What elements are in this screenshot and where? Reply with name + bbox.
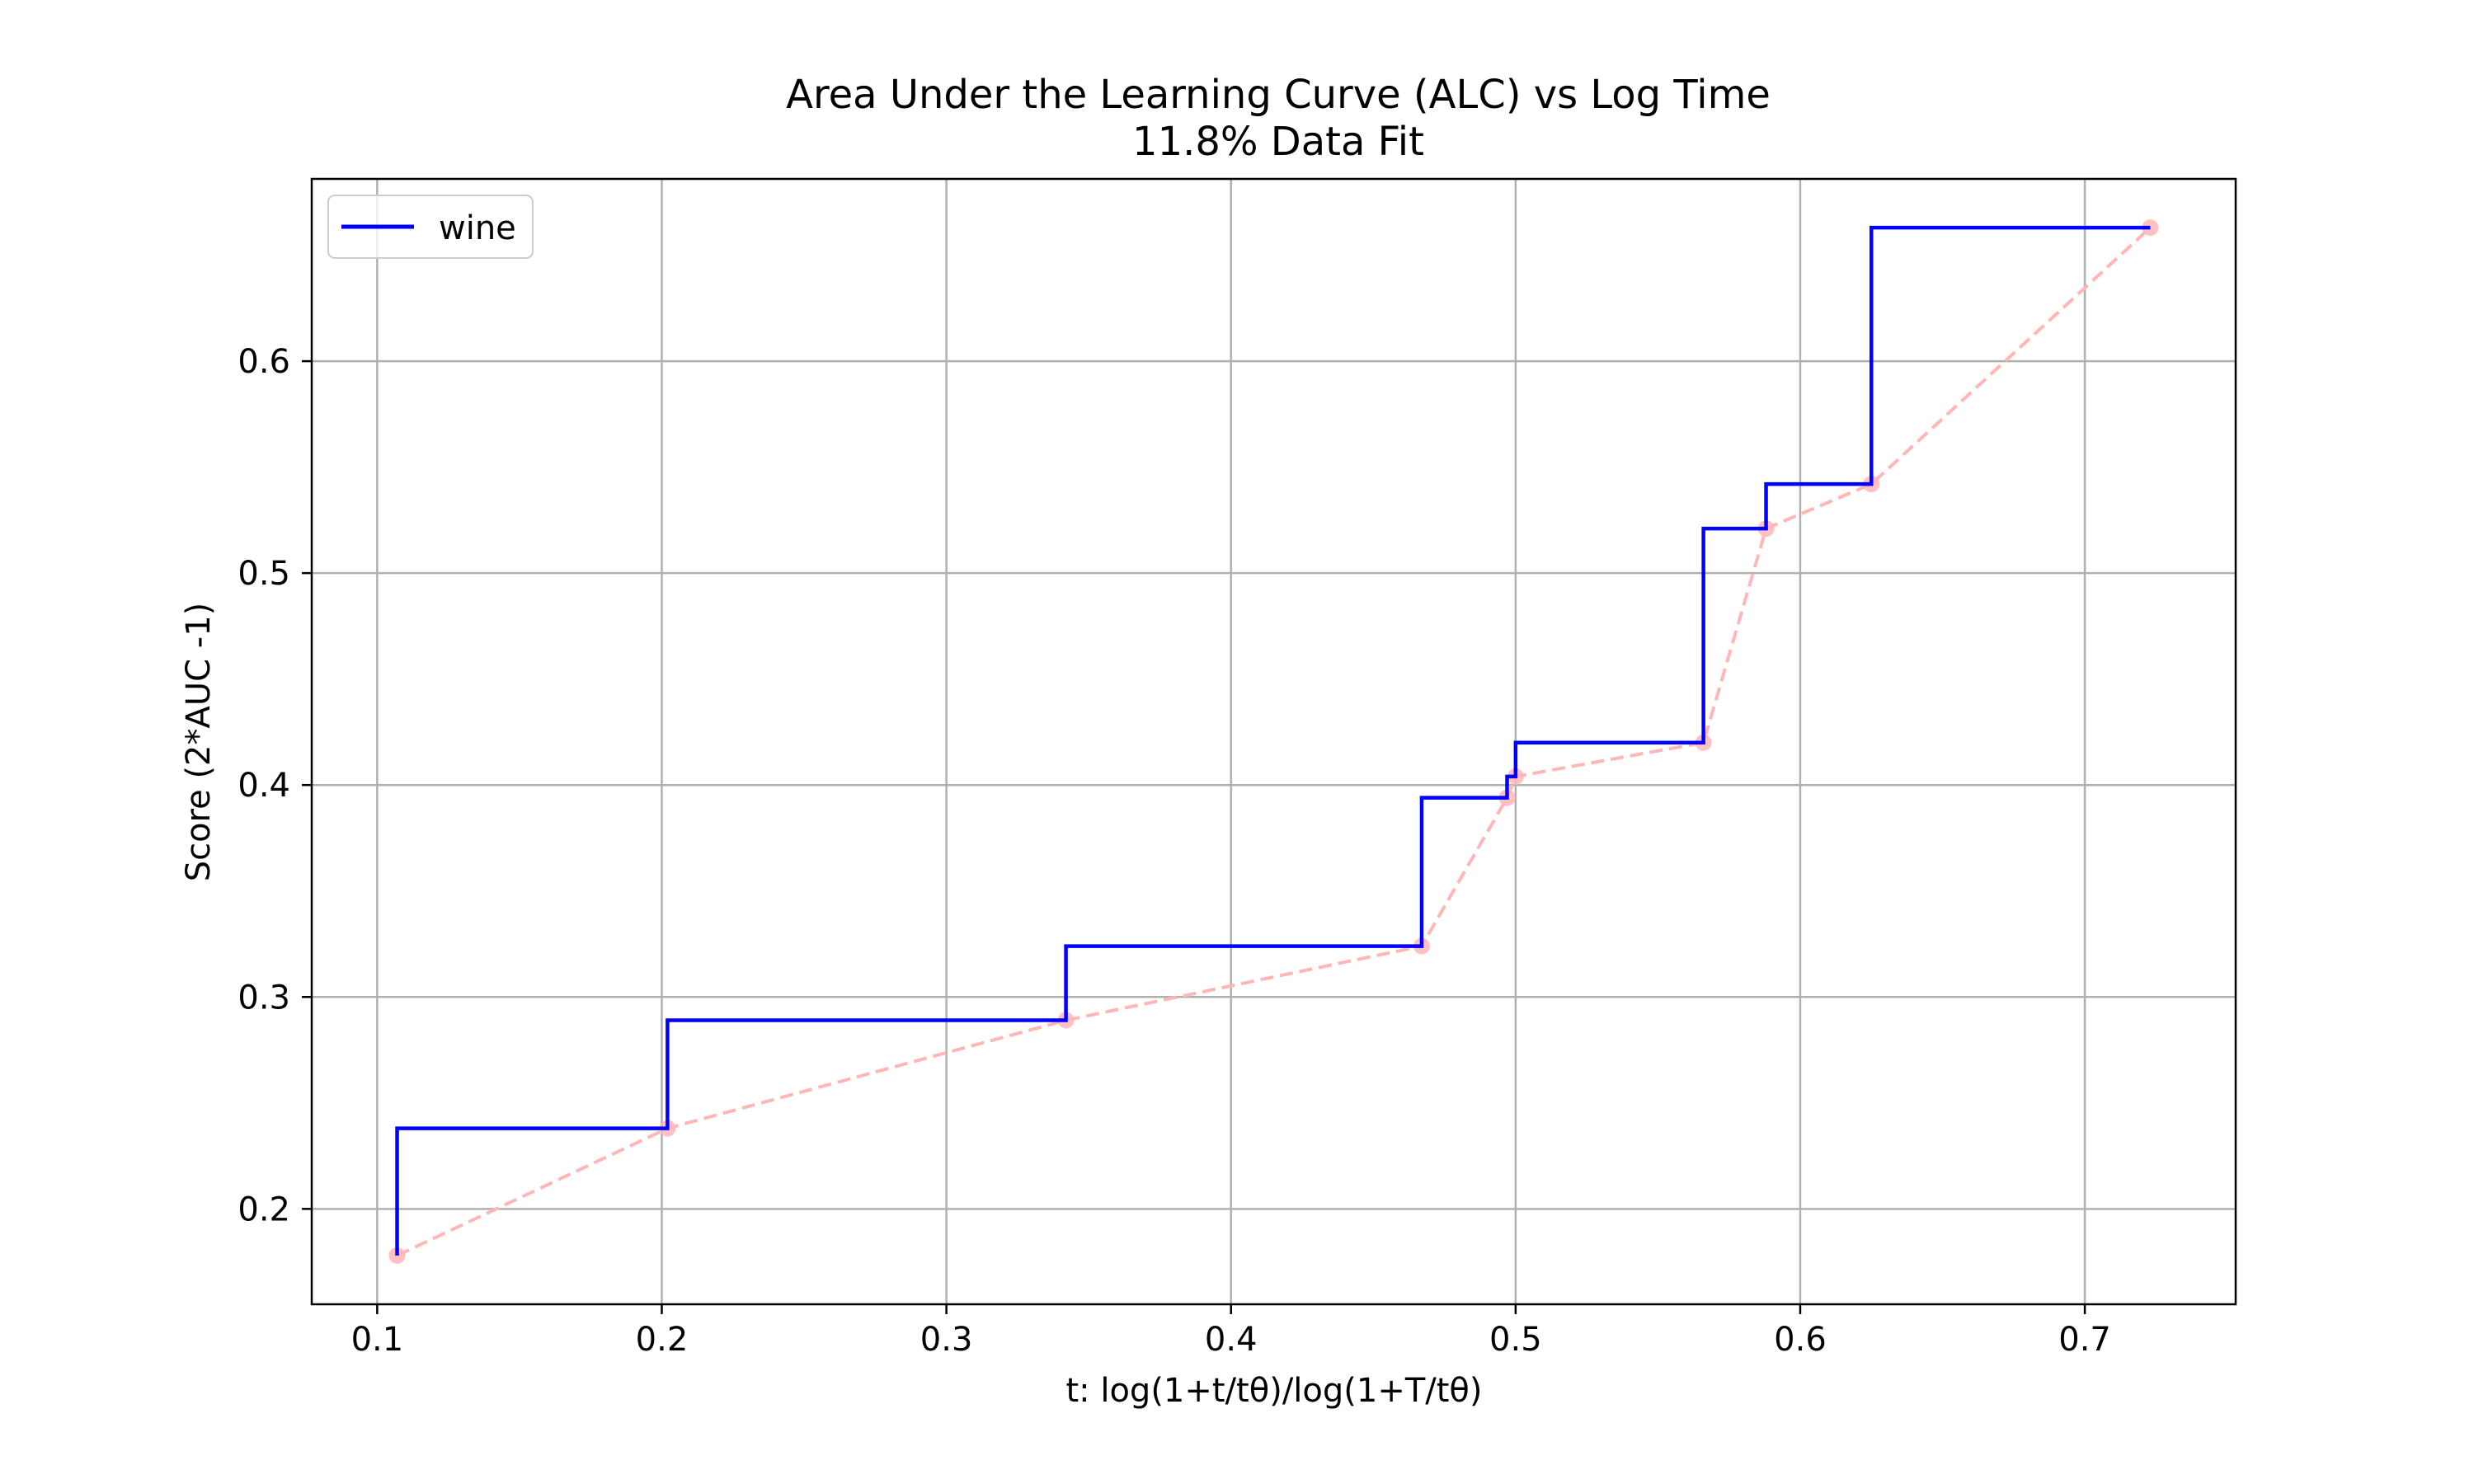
x-tick-label: 0.5: [1489, 1321, 1542, 1359]
plot-frame: [310, 177, 2237, 1306]
legend-label-wine: wine: [439, 209, 516, 247]
x-tick-label: 0.3: [920, 1321, 973, 1359]
chart-title: Area Under the Learning Curve (ALC) vs L…: [786, 72, 1771, 118]
grid: [312, 179, 2236, 1304]
y-tick-label: 0.2: [238, 1190, 290, 1228]
y-tick-label: 0.4: [238, 767, 290, 805]
x-tick-label: 0.1: [351, 1321, 404, 1359]
y-tick-label: 0.5: [238, 555, 290, 593]
plot-series: [388, 219, 2159, 1264]
y-tick-label: 0.6: [238, 343, 290, 381]
legend: wine: [327, 195, 534, 259]
x-axis-label: t: log(1+t/tθ)/log(1+T/tθ): [1065, 1372, 1482, 1410]
x-tick-label: 0.2: [636, 1321, 689, 1359]
y-axis-label: Score (2*AUC -1): [180, 603, 218, 882]
reference-dashed-line: [396, 226, 2152, 1257]
wine-step-line: [395, 225, 2151, 1256]
x-tick-label: 0.4: [1205, 1321, 1258, 1359]
legend-box: [327, 195, 534, 259]
x-tick-label: 0.7: [2058, 1321, 2111, 1359]
axis-ticks: 0.1 0.2 0.3 0.4 0.5 0.6 0.7 0.2 0.3 0.4 0.5 0.6: [238, 343, 2111, 1359]
x-tick-label: 0.6: [1774, 1321, 1827, 1359]
chart-subtitle: 11.8% Data Fit: [1132, 119, 1424, 165]
y-tick-label: 0.3: [238, 979, 290, 1017]
